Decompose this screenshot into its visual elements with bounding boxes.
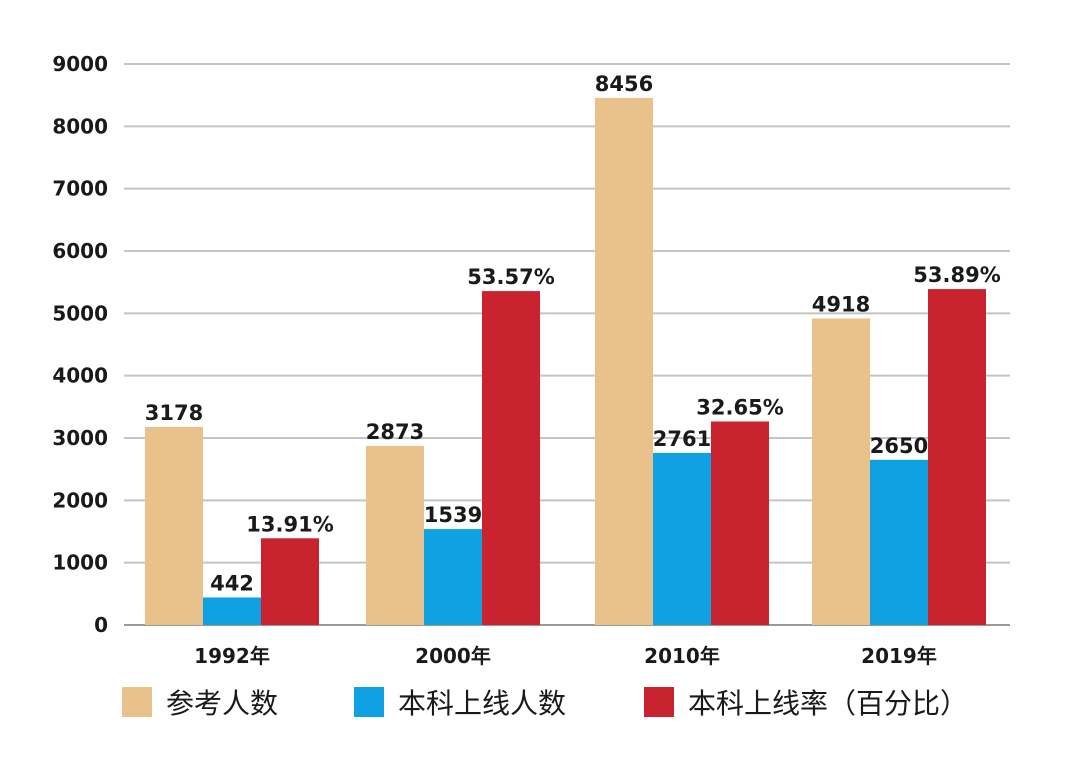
data-labels: 3178 442 13.91% 2873 1539 53.57% 8456 2761 32.65… xyxy=(145,72,1001,596)
bar-participants xyxy=(812,318,870,625)
legend-item-rate: 本科上线率（百分比） xyxy=(644,682,968,722)
data-label: 8456 xyxy=(595,72,653,96)
bar-rate xyxy=(711,421,769,625)
legend-item-qualified: 本科上线人数 xyxy=(354,682,566,722)
data-label: 2650 xyxy=(870,434,928,458)
data-label: 2761 xyxy=(653,427,711,451)
x-category-label: 2000年 xyxy=(415,644,491,668)
legend-swatch-participants xyxy=(122,687,152,717)
y-axis-tick-labels: 0 1000 2000 3000 4000 5000 6000 7000 8000 9000 xyxy=(52,52,108,637)
x-category-label: 1992年 xyxy=(194,644,270,668)
bar-qualified xyxy=(424,529,482,625)
data-label: 1539 xyxy=(424,503,482,527)
bar-chart: 0 1000 2000 3000 4000 5000 6000 7000 8000 9000 31… xyxy=(52,52,1010,668)
bar-qualified xyxy=(203,597,261,625)
legend-swatch-qualified xyxy=(354,687,384,717)
bar-participants xyxy=(595,97,653,626)
legend-item-participants: 参考人数 xyxy=(122,682,278,722)
bar-qualified xyxy=(653,452,711,625)
data-label: 53.89% xyxy=(913,263,1000,287)
legend-label-rate: 本科上线率（百分比） xyxy=(688,687,969,720)
data-label: 13.91% xyxy=(246,512,333,536)
legend-label-qualified: 本科上线人数 xyxy=(398,687,567,720)
y-tick-label: 0 xyxy=(94,613,108,637)
y-tick-label: 4000 xyxy=(52,364,108,388)
data-label: 3178 xyxy=(145,401,203,425)
bar-rate xyxy=(482,291,540,625)
y-tick-label: 7000 xyxy=(52,177,108,201)
x-category-label: 2010年 xyxy=(644,644,720,668)
data-label: 2873 xyxy=(366,420,424,444)
data-label: 4918 xyxy=(812,292,870,316)
data-label: 32.65% xyxy=(696,395,783,419)
y-tick-label: 2000 xyxy=(52,488,108,512)
y-tick-label: 8000 xyxy=(52,114,108,138)
data-label: 442 xyxy=(210,571,254,595)
bar-rate xyxy=(261,538,319,625)
bars xyxy=(145,97,986,626)
data-label: 53.57% xyxy=(467,265,554,289)
bar-qualified xyxy=(870,459,928,625)
y-tick-label: 5000 xyxy=(52,301,108,325)
x-axis-category-labels: 1992年 2000年 2010年 2019年 xyxy=(194,644,937,668)
x-category-label: 2019年 xyxy=(861,644,937,668)
y-tick-label: 3000 xyxy=(52,426,108,450)
y-tick-label: 1000 xyxy=(52,551,108,575)
legend: 参考人数 本科上线人数 本科上线率（百分比） xyxy=(0,682,1080,722)
y-tick-label: 9000 xyxy=(52,52,108,76)
y-tick-label: 6000 xyxy=(52,239,108,263)
legend-label-participants: 参考人数 xyxy=(166,687,279,720)
bar-participants xyxy=(145,426,203,625)
legend-swatch-rate xyxy=(644,687,674,717)
bar-rate xyxy=(928,289,986,625)
bar-participants xyxy=(366,445,424,625)
